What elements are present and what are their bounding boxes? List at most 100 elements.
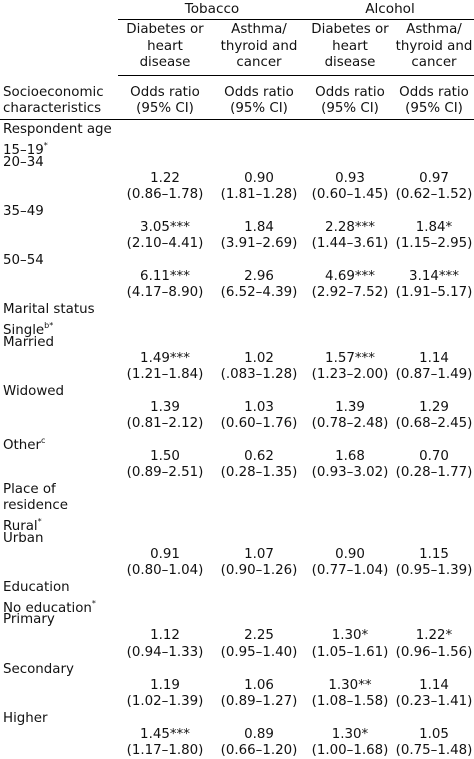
odds-ratio-value: 1.68 [335, 448, 365, 464]
odds-ratio-value: 1.84 [244, 219, 274, 235]
column-subheader-line: (95% CI) [321, 101, 379, 116]
confidence-interval: (0.89–1.27) [220, 693, 298, 709]
confidence-interval: (3.91–2.69) [220, 236, 298, 251]
row-label: 20–34 [3, 155, 44, 171]
column-subheader-line: (95% CI) [230, 101, 288, 116]
header-rule-bottom [0, 119, 474, 120]
confidence-interval: (0.96–1.56) [395, 644, 473, 660]
row-label: Place of [3, 482, 56, 498]
odds-ratio-value: 1.49*** [140, 350, 190, 366]
odds-ratio-value: 1.84* [415, 219, 453, 235]
odds-ratio-value: 0.97 [419, 170, 449, 186]
confidence-interval: (0.94–1.33) [126, 644, 204, 660]
confidence-interval: (1.17–1.80) [126, 742, 204, 758]
column-subheader-line: Odds ratio [315, 85, 385, 100]
row-label: Education [3, 580, 70, 596]
column-subheader-line: Odds ratio [130, 85, 200, 100]
confidence-interval: (0.77–1.04) [311, 563, 389, 578]
odds-ratio-value: 1.39 [335, 399, 365, 415]
confidence-interval: (2.92–7.52) [311, 285, 389, 301]
row-label-text: Rural [3, 519, 38, 535]
column-subheader-line: (95% CI) [136, 101, 194, 116]
row-label: 15–19* [3, 138, 48, 159]
column-header-line: Diabetes or [126, 22, 204, 37]
row-label-text: Higher [3, 710, 48, 726]
odds-ratio-value: 1.29 [419, 399, 449, 415]
odds-ratio-value: 1.06 [244, 677, 274, 693]
column-header-line: cancer [236, 55, 282, 70]
confidence-interval: (.083–1.28) [220, 366, 298, 382]
row-header-line-1: Socioeconomic [3, 85, 104, 100]
odds-ratio-value: 3.14*** [409, 268, 459, 284]
row-label: Marital status [3, 302, 95, 318]
footnote-marker: * [91, 599, 96, 609]
odds-ratio-value: 1.30* [331, 726, 369, 742]
odds-ratio-value: 2.25 [244, 628, 274, 644]
confidence-interval: (0.95–1.40) [220, 644, 298, 660]
odds-ratio-value: 1.57*** [325, 350, 375, 366]
confidence-interval: (1.15–2.95) [395, 236, 473, 251]
row-label-text: No education [3, 601, 92, 617]
confidence-interval: (1.81–1.28) [220, 186, 298, 202]
odds-ratio-value: 0.91 [150, 546, 180, 562]
odds-ratio-value: 1.39 [150, 399, 180, 415]
odds-ratio-value: 1.05 [419, 726, 449, 742]
header-rule-top [118, 75, 474, 76]
odds-ratio-value: 0.90 [244, 170, 274, 186]
confidence-interval: (0.81–2.12) [126, 415, 204, 431]
column-subheader-line: Odds ratio [224, 85, 294, 100]
column-header-line: cancer [411, 55, 457, 70]
column-header-line: disease [139, 55, 191, 70]
column-subheader-line: (95% CI) [405, 101, 463, 116]
confidence-interval: (2.10–4.41) [126, 236, 204, 251]
odds-ratio-value: 2.28*** [325, 219, 375, 235]
odds-ratio-value: 1.22* [415, 628, 453, 644]
footnote-marker: * [37, 517, 42, 527]
column-header-line: Asthma/ [231, 22, 287, 37]
column-header-line: disease [324, 55, 376, 70]
row-label: Married [3, 335, 54, 351]
row-header-line-2: characteristics [3, 101, 102, 116]
odds-ratio-value: 1.07 [244, 546, 274, 562]
confidence-interval: (0.68–2.45) [395, 415, 473, 431]
confidence-interval: (1.00–1.68) [311, 742, 389, 758]
row-label: Primary [3, 612, 55, 628]
confidence-interval: (1.23–2.00) [311, 366, 389, 382]
row-label: Singleb* [3, 318, 53, 339]
column-header-line: heart [147, 38, 183, 54]
confidence-interval: (0.80–1.04) [126, 563, 204, 578]
confidence-interval: (0.90–1.26) [220, 563, 298, 578]
confidence-interval: (6.52–4.39) [220, 285, 298, 301]
odds-ratio-value: 0.90 [335, 546, 365, 562]
row-label: No education* [3, 596, 96, 617]
row-label: Higher [3, 711, 48, 727]
confidence-interval: (0.23–1.41) [395, 693, 473, 709]
confidence-interval: (0.62–1.52) [395, 186, 473, 202]
column-header-line: Diabetes or [311, 22, 389, 37]
odds-ratio-value: 1.12 [150, 628, 180, 644]
row-label: 50–54 [3, 253, 44, 269]
odds-ratio-value: 0.62 [244, 448, 274, 464]
odds-ratio-value: 0.70 [419, 448, 449, 464]
row-label-text: Urban [3, 530, 44, 546]
row-label: Widowed [3, 384, 64, 400]
odds-ratio-value: 1.03 [244, 399, 274, 415]
odds-ratio-value: 3.05*** [140, 219, 190, 235]
row-label-text: 20–34 [3, 154, 44, 170]
row-label-text: 50–54 [3, 252, 44, 268]
column-header-line: Asthma/ [406, 22, 462, 37]
odds-ratio-value: 1.45*** [140, 726, 190, 742]
row-label-text: Secondary [3, 661, 74, 677]
column-subheader-line: Odds ratio [399, 85, 469, 100]
confidence-interval: (0.28–1.77) [395, 465, 473, 480]
row-label-text: Place of [3, 481, 56, 497]
odds-ratio-value: 1.30* [331, 628, 369, 644]
confidence-interval: (0.89–2.51) [126, 465, 204, 480]
row-label: Rural* [3, 514, 42, 535]
row-label-text: Respondent age [3, 122, 112, 137]
confidence-interval: (1.21–1.84) [126, 366, 204, 382]
confidence-interval: (0.28–1.35) [220, 465, 298, 480]
confidence-interval: (4.17–8.90) [126, 285, 204, 301]
confidence-interval: (1.02–1.39) [126, 693, 204, 709]
